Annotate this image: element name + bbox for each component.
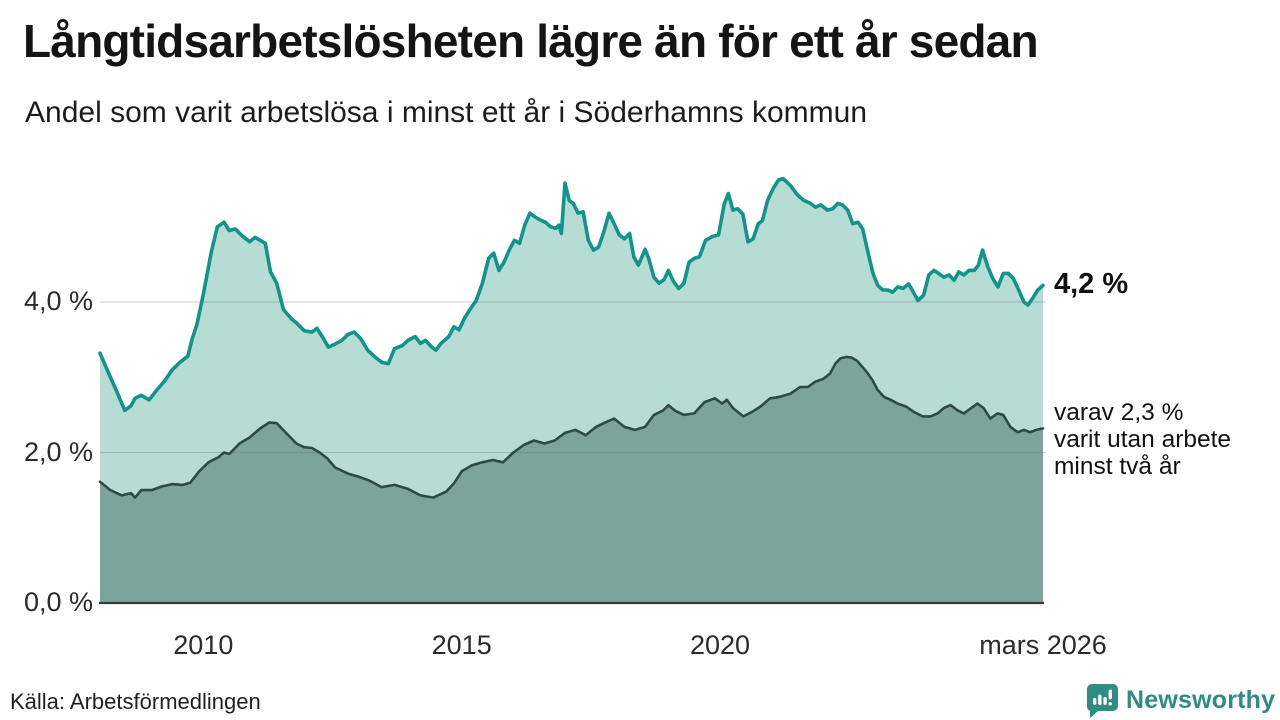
secondary-annotation-line3: minst två år bbox=[1054, 453, 1181, 480]
newsworthy-brand: Newsworthy bbox=[1086, 683, 1275, 718]
source-credit: Källa: Arbetsförmedlingen bbox=[10, 689, 261, 714]
newsworthy-logo-icon bbox=[1087, 684, 1118, 718]
secondary-annotation-line1: varav 2,3 % bbox=[1054, 399, 1184, 426]
page-subtitle: Andel som varit arbetslösa i minst ett å… bbox=[25, 96, 868, 129]
area-unemployed-two-years bbox=[100, 356, 1043, 603]
y-tick-label: 2,0 % bbox=[23, 436, 93, 467]
x-tick-label: 2020 bbox=[690, 630, 751, 660]
end-value-annotation: 4,2 % bbox=[1054, 268, 1129, 300]
y-tick-label: 4,0 % bbox=[23, 286, 93, 316]
secondary-annotation-line2: varit utan arbete bbox=[1054, 426, 1232, 453]
newsworthy-logo-text: Newsworthy bbox=[1126, 686, 1276, 714]
x-tick-label: 2010 bbox=[173, 630, 234, 660]
line-unemployed-one-year bbox=[98, 176, 1045, 413]
line-unemployed-two-years bbox=[98, 355, 1045, 499]
x-tick-label: mars 2026 bbox=[979, 630, 1107, 660]
page-title: Långtidsarbetslösheten lägre än för ett … bbox=[23, 15, 1039, 67]
x-tick-label: 2015 bbox=[431, 630, 492, 660]
secondary-annotation: varav 2,3 % varit utan arbete minst två … bbox=[1054, 399, 1231, 480]
y-tick-label: 0,0 % bbox=[23, 587, 93, 617]
